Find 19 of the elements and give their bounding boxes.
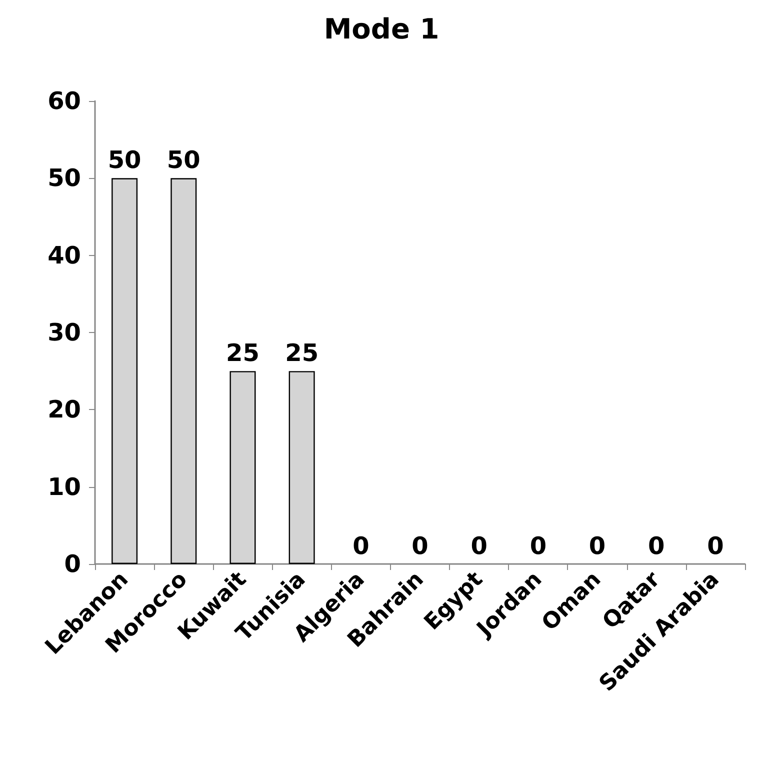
y-tick-label: 20 — [48, 396, 81, 424]
data-label: 0 — [352, 532, 370, 560]
data-label: 0 — [530, 532, 547, 560]
data-label: 25 — [285, 339, 319, 368]
data-label: 0 — [588, 532, 606, 560]
y-tick-label: 30 — [48, 318, 81, 346]
y-tick-label: 40 — [48, 241, 81, 270]
data-label: 25 — [226, 339, 260, 368]
data-label: 0 — [648, 532, 665, 560]
data-label: 50 — [108, 146, 142, 174]
data-label: 50 — [166, 146, 200, 174]
data-label: 0 — [707, 532, 724, 560]
y-tick-label: 10 — [48, 472, 81, 501]
chart-title: Mode 1 — [324, 12, 440, 46]
y-tick-label: 50 — [48, 164, 81, 192]
y-tick-label: 0 — [64, 550, 81, 578]
y-tick-label: 60 — [48, 87, 81, 115]
data-label: 0 — [412, 532, 428, 560]
data-label: 0 — [470, 532, 488, 560]
